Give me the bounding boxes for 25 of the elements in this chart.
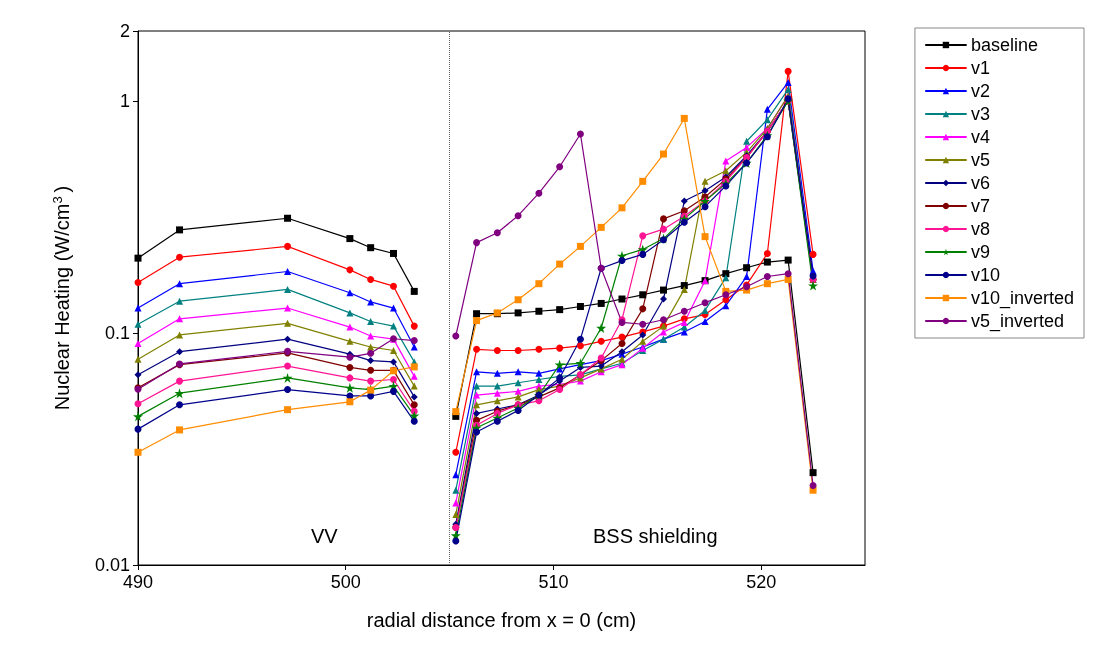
legend-label: v5_inverted bbox=[970, 311, 1064, 332]
legend-label: v10_inverted bbox=[970, 288, 1075, 309]
y-tick-label: 1 bbox=[119, 90, 130, 111]
annotation: BSS shielding bbox=[593, 525, 718, 547]
legend-label: baseline bbox=[970, 35, 1038, 55]
legend-label: v3 bbox=[970, 104, 990, 124]
legend-label: v1 bbox=[970, 58, 990, 78]
y-tick-label: 0.1 bbox=[104, 322, 130, 343]
x-axis-title: radial distance from x = 0 (cm) bbox=[366, 609, 637, 631]
x-tick-label: 520 bbox=[746, 572, 777, 592]
annotation: VV bbox=[311, 525, 339, 547]
y-axis-title: Nuclear Heating (W/cm3) bbox=[50, 185, 73, 411]
legend-label: v8 bbox=[970, 219, 990, 239]
y-tick-label: 0.01 bbox=[94, 555, 130, 575]
x-tick-label: 490 bbox=[122, 572, 154, 592]
legend-label: v10 bbox=[970, 265, 1000, 285]
legend-label: v6 bbox=[970, 173, 990, 193]
legend-label: v9 bbox=[970, 242, 990, 262]
x-tick-label: 510 bbox=[538, 572, 569, 592]
legend-label: v5 bbox=[970, 150, 990, 170]
legend-label: v4 bbox=[970, 127, 990, 147]
legend-label: v7 bbox=[970, 196, 990, 216]
legend-label: v2 bbox=[970, 81, 990, 101]
x-tick-label: 500 bbox=[330, 572, 361, 592]
y-tick-label: 2 bbox=[119, 21, 130, 41]
